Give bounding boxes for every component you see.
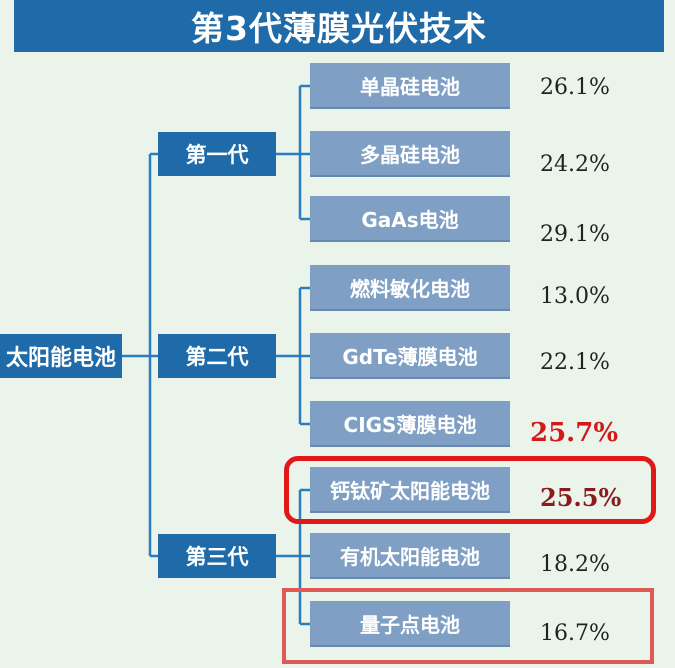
generation-3-node: 第三代 (158, 534, 276, 578)
cell-node-gaas: GaAs电池 (310, 196, 510, 242)
cell-node-cdte: GdTe薄膜电池 (310, 333, 510, 379)
efficiency-organic: 18.2% (540, 552, 610, 577)
efficiency-poly-si: 24.2% (540, 152, 610, 177)
cell-node-perovskite: 钙钛矿太阳能电池 (310, 467, 510, 513)
efficiency-quantum-dot: 16.7% (540, 621, 610, 646)
efficiency-cigs: 25.7% (530, 418, 619, 448)
efficiency-cdte: 22.1% (540, 350, 610, 375)
cell-node-poly-si: 多晶硅电池 (310, 131, 510, 177)
cell-node-mono-si: 单晶硅电池 (310, 63, 510, 109)
generation-1-node: 第一代 (158, 132, 276, 176)
root-node: 太阳能电池 (0, 334, 122, 378)
efficiency-mono-si: 26.1% (540, 75, 610, 100)
cell-node-dye-sensitized: 燃料敏化电池 (310, 265, 510, 311)
efficiency-perovskite: 25.5% (540, 483, 622, 512)
cell-node-quantum-dot: 量子点电池 (310, 601, 510, 647)
cell-node-cigs: CIGS薄膜电池 (310, 401, 510, 447)
efficiency-dye-sensitized: 13.0% (540, 284, 610, 309)
efficiency-gaas: 29.1% (540, 222, 610, 247)
cell-node-organic: 有机太阳能电池 (310, 533, 510, 579)
highlight-quantum-dot (282, 588, 654, 664)
highlight-perovskite (284, 456, 656, 524)
diagram-title: 第3代薄膜光伏技术 (14, 0, 664, 52)
generation-2-node: 第二代 (158, 334, 276, 378)
